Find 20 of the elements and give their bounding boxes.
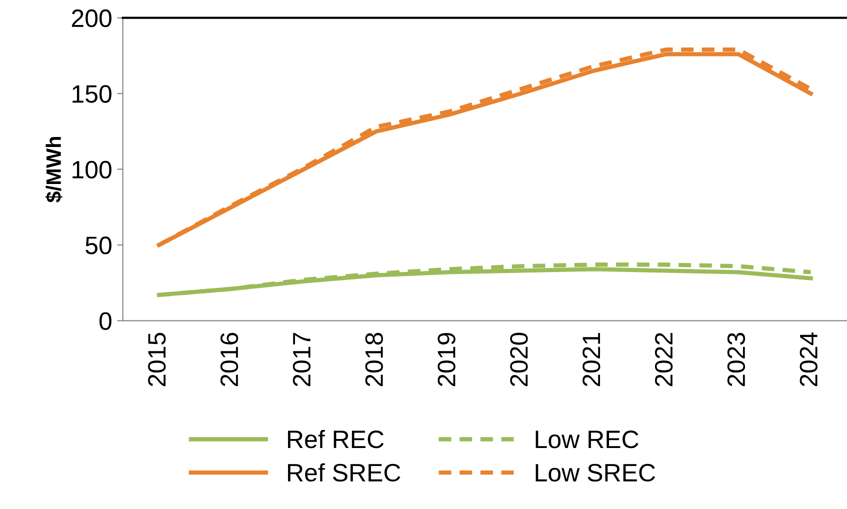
x-tick-label: 2022	[654, 333, 673, 386]
x-tick-label: 2020	[510, 332, 528, 386]
x-tick-label: 2017	[292, 333, 311, 386]
legend-label: Ref SREC	[288, 463, 400, 482]
x-tick-label: 2018	[365, 332, 383, 386]
y-axis-title: $/MWh	[45, 136, 62, 203]
x-tick-label: 2016	[220, 332, 238, 386]
x-tick-label: 2021	[582, 332, 600, 386]
y-tick-label: 100	[72, 160, 112, 179]
x-tick-label: 2024	[800, 332, 818, 386]
y-tick-label: 0	[99, 312, 112, 330]
legend-label: Low SREC	[536, 464, 656, 482]
y-tick-label: 200	[72, 9, 112, 28]
legend-label: Ref REC	[288, 430, 384, 448]
x-tick-label: 2015	[148, 332, 166, 386]
y-tick-label: 50	[86, 236, 112, 254]
x-tick-label: 2019	[438, 332, 456, 386]
y-tick-label: 150	[72, 85, 112, 103]
legend-label: Low REC	[536, 430, 638, 448]
x-tick-label: 2023	[727, 332, 746, 386]
